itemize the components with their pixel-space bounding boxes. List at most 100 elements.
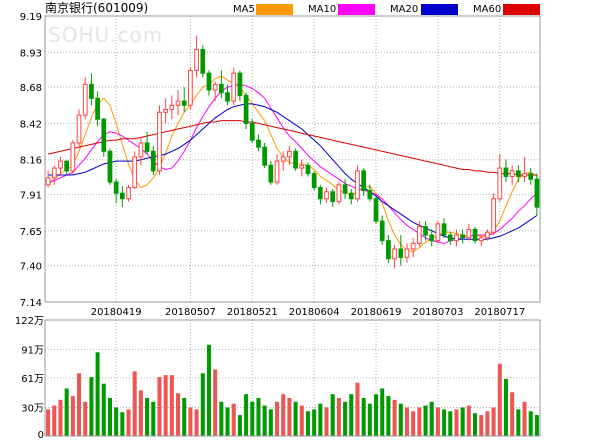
candle (429, 229, 435, 247)
volume-bar-up (287, 397, 292, 436)
candle-body-down (256, 139, 261, 148)
volume-bar-up (466, 405, 471, 436)
volume-bar-down (318, 403, 323, 436)
volume-bar-down (305, 411, 310, 436)
volume-bar-up (454, 409, 459, 436)
ma10-line (47, 83, 538, 244)
candle-body-down (441, 223, 447, 236)
candle-body-down (95, 97, 100, 120)
legend-ma5-label: MA5 (233, 4, 255, 15)
candle (144, 131, 150, 155)
volume-bar-down (374, 394, 379, 436)
candle-body-down (379, 220, 385, 242)
candle (478, 235, 484, 247)
candle-body-down (429, 234, 435, 242)
candle (287, 145, 292, 166)
candle (528, 168, 534, 185)
candle (367, 184, 373, 202)
legend-ma20-swatch (421, 4, 458, 15)
volume-bar-down (448, 411, 453, 436)
candle-body-down (472, 228, 478, 242)
candle-body-down (293, 150, 298, 169)
candle-body-down (423, 226, 428, 236)
volume-bar-up (194, 409, 199, 436)
candle-body-up (324, 191, 329, 200)
volume-tick-label: 0 (38, 430, 44, 440)
volume-bar-up (281, 394, 286, 436)
candle-body-up (435, 223, 441, 242)
candle-body-up (169, 104, 175, 110)
volume-bar-down (145, 397, 150, 436)
candle-body-down (144, 142, 150, 152)
volume-bar-up (336, 397, 341, 436)
volume-bar-down (151, 401, 156, 436)
candle-body-up (76, 114, 82, 144)
candle (243, 92, 249, 130)
candle (386, 235, 391, 263)
volume-bar-down (442, 409, 447, 436)
volume-bar-down (262, 405, 267, 436)
candle-body-up (404, 248, 410, 258)
volume-bar-up (83, 401, 88, 436)
candle-body-down (249, 122, 255, 141)
candle-body-up (82, 83, 88, 116)
candle (423, 221, 428, 241)
volume-bar-down (225, 407, 230, 436)
candle (188, 67, 193, 110)
date-tick-label: 20180419 (91, 307, 142, 318)
candle (132, 151, 138, 189)
price-tick-label: 7.14 (20, 298, 42, 309)
candle (113, 179, 119, 203)
volume-bar-up (157, 377, 162, 436)
candle-body-up (212, 83, 218, 91)
volume-bar-down (361, 397, 366, 436)
candle (280, 151, 286, 171)
candle-body-down (398, 248, 404, 258)
volume-bar-up (132, 371, 137, 436)
candle (51, 165, 57, 185)
candle (497, 154, 503, 202)
candle (311, 170, 317, 191)
volume-bar-down (349, 394, 354, 436)
volume-bar-down (268, 409, 273, 436)
legend-ma5-swatch (256, 4, 293, 15)
date-tick-label: 20180717 (474, 307, 525, 318)
candle-body-down (342, 184, 348, 194)
volume-bar-up (324, 407, 329, 436)
candle (163, 98, 169, 124)
candle (435, 221, 441, 244)
volume-bar-down (293, 401, 298, 436)
candle-body-up (126, 187, 131, 200)
candle-body-down (89, 83, 94, 99)
candle (82, 77, 88, 120)
candle-body-down (107, 150, 113, 183)
candle (317, 184, 323, 205)
volume-bar-up (188, 407, 193, 436)
volume-bar-down (343, 401, 348, 436)
candle (126, 184, 131, 202)
candle (503, 159, 509, 183)
candle-body-down (503, 167, 509, 177)
volume-grid (45, 320, 540, 436)
candle-body-up (138, 142, 144, 158)
candle-body-up (51, 167, 57, 179)
volume-bar-down (460, 407, 465, 436)
volume-axis: 122万 91万 61万 30万 0 (15, 316, 44, 440)
candle (299, 159, 305, 177)
price-panel-frame (44, 15, 541, 303)
date-tick-label: 20180703 (412, 307, 463, 318)
volume-bar-up (404, 407, 409, 436)
candle-body-up (410, 242, 416, 250)
candle (373, 195, 379, 224)
volume-bar-down (528, 411, 533, 436)
volume-bar-up (275, 401, 280, 436)
candle-body-up (163, 108, 169, 113)
candle (342, 179, 348, 199)
candle (293, 148, 298, 171)
moving-average-lines (47, 75, 538, 253)
candle-body-up (175, 100, 181, 106)
price-axis: 9.19 8.93 8.68 8.42 8.16 7.91 7.65 7.40 7.14 (20, 12, 42, 309)
volume-bar-down (200, 373, 205, 436)
volume-bar-up (491, 407, 496, 436)
volume-bar-down (256, 397, 261, 436)
